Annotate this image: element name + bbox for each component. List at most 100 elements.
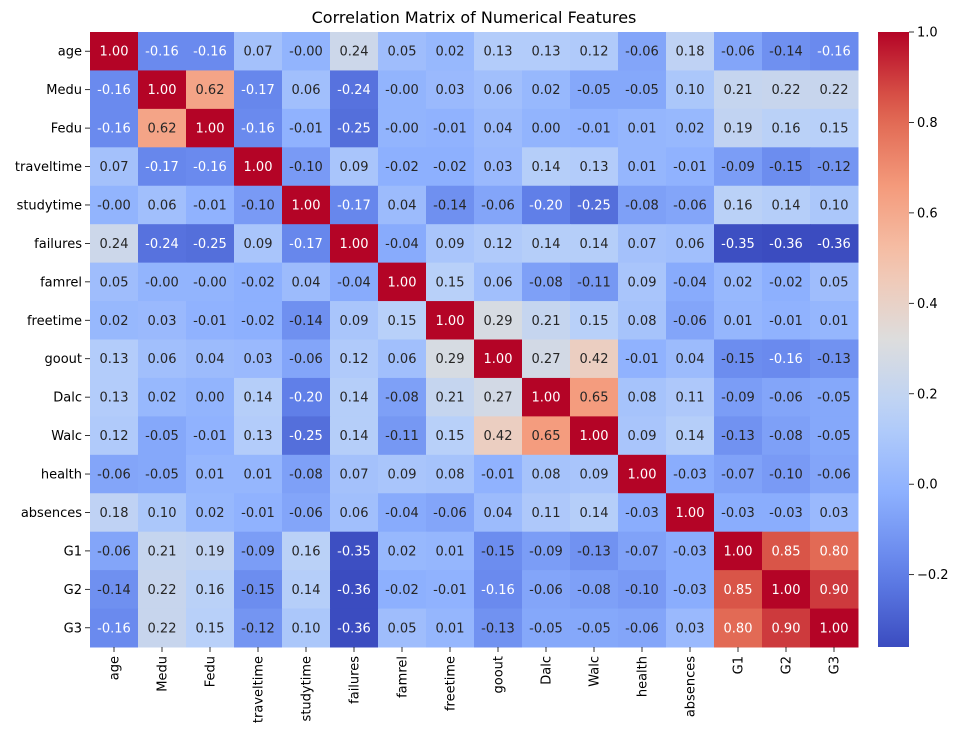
cell-label-goout-G2: -0.16 [769,352,803,367]
heatmap-cell-traveltime-age [90,147,139,187]
cell-label-traveltime-Fedu: -0.16 [193,160,227,175]
heatmap-cell-Medu-failures [330,70,379,110]
cell-label-age-absences: 0.18 [676,45,705,60]
cell-label-age-Walc: 0.12 [580,45,609,60]
heatmap-cell-freetime-failures [330,301,379,340]
heatmap-cell-absences-studytime [282,493,331,533]
cell-label-Fedu-freetime: -0.01 [433,122,467,137]
heatmap-cell-Medu-Fedu [186,70,235,110]
cell-label-age-health: -0.06 [625,45,659,60]
cell-label-Fedu-G2: 0.16 [772,122,801,137]
heatmap-cell-goout-traveltime [234,339,283,379]
colorbar-tick-label-4: 0.6 [917,206,938,221]
heatmap-cell-health-studytime [282,454,331,494]
heatmap-cell-G3-G3 [810,608,859,648]
heatmap-cell-Fedu-health [618,108,667,148]
cell-label-Medu-Dalc: 0.02 [532,83,561,98]
heatmap-cell-Medu-Walc [570,70,619,110]
heatmap-cell-goout-Dalc [522,339,571,379]
heatmap-cell-famrel-studytime [282,262,331,302]
heatmap-cell-G3-G2 [762,608,811,648]
cell-label-goout-goout: 1.00 [484,352,513,367]
heatmap-cell-G3-age [90,608,139,648]
cell-label-G3-G1: 0.80 [724,621,753,636]
cell-label-absences-G1: -0.03 [721,506,755,521]
heatmap-cell-G2-traveltime [234,570,283,610]
cell-label-Walc-goout: 0.42 [484,429,513,444]
cell-label-Fedu-age: -0.16 [97,122,131,137]
cell-label-absences-G3: 0.03 [820,506,849,521]
heatmap-cell-G2-Fedu [186,570,235,610]
cell-label-age-famrel: 0.05 [388,45,417,60]
heatmap-cell-studytime-age [90,185,139,225]
heatmap-cell-absences-G1 [714,493,763,533]
cell-label-Fedu-G3: 0.15 [820,122,849,137]
heatmap-cell-Medu-traveltime [234,70,283,110]
heatmap-cell-goout-Medu [138,339,187,379]
cell-label-failures-health: 0.07 [628,237,657,252]
cell-label-goout-age: 0.13 [100,352,129,367]
y-tick-label-Fedu: Fedu [51,122,82,137]
heatmap-cell-Medu-goout [474,70,523,110]
cell-label-G2-freetime: -0.01 [433,583,467,598]
heatmap-cell-health-famrel [378,454,427,494]
cell-label-Walc-Walc: 1.00 [580,429,609,444]
cell-label-traveltime-G2: -0.15 [769,160,803,175]
heatmap-cell-age-famrel [378,32,427,71]
heatmap-cell-goout-G2 [762,339,811,379]
cell-label-G3-absences: 0.03 [676,621,705,636]
heatmap-cell-G1-freetime [426,531,475,571]
cell-label-absences-failures: 0.06 [340,506,369,521]
cell-label-goout-freetime: 0.29 [436,352,465,367]
cell-label-goout-G3: -0.13 [817,352,851,367]
cell-label-Medu-G1: 0.21 [724,83,753,98]
heatmap-cell-Dalc-Fedu [186,377,235,417]
cell-label-G1-G3: 0.80 [820,544,849,559]
heatmap-cell-Medu-health [618,70,667,110]
heatmap-cell-G2-G1 [714,570,763,610]
heatmap-cell-goout-G3 [810,339,859,379]
cell-label-studytime-G3: 0.10 [820,198,849,213]
y-tick-label-famrel: famrel [40,275,82,290]
cell-label-G1-freetime: 0.01 [436,544,465,559]
cell-label-age-freetime: 0.02 [436,45,465,60]
heatmap-cell-G2-absences [666,570,715,610]
cell-label-G1-G2: 0.85 [772,544,801,559]
x-tick-label-Fedu: Fedu [204,656,219,687]
cell-label-Fedu-traveltime: -0.16 [241,122,275,137]
cell-label-freetime-health: 0.08 [628,314,657,329]
cell-label-health-famrel: 0.09 [388,468,417,483]
cell-label-G3-Medu: 0.22 [148,621,177,636]
cell-label-studytime-age: -0.00 [97,198,131,213]
heatmap-cell-health-G1 [714,454,763,494]
heatmap-cell-traveltime-Medu [138,147,187,187]
heatmap-cell-freetime-age [90,301,139,340]
heatmap-cell-failures-freetime [426,224,475,264]
cell-label-health-goout: -0.01 [481,468,515,483]
cell-label-G2-studytime: 0.14 [292,583,321,598]
cell-label-goout-absences: 0.04 [676,352,705,367]
heatmap-cell-G3-absences [666,608,715,648]
cell-label-freetime-age: 0.02 [100,314,129,329]
cell-label-G2-G1: 0.85 [724,583,753,598]
cell-label-absences-goout: 0.04 [484,506,513,521]
heatmap-cell-freetime-G1 [714,301,763,340]
heatmap-cell-studytime-failures [330,185,379,225]
heatmap-cell-freetime-Medu [138,301,187,340]
cell-label-absences-freetime: -0.06 [433,506,467,521]
heatmap-cell-G1-failures [330,531,379,571]
heatmap-cell-studytime-absences [666,185,715,225]
heatmap-cell-G2-G3 [810,570,859,610]
cell-label-traveltime-Medu: -0.17 [145,160,179,175]
cell-label-G2-traveltime: -0.15 [241,583,275,598]
heatmap-cell-absences-age [90,493,139,533]
cell-label-health-health: 1.00 [628,468,657,483]
cell-label-famrel-studytime: 0.04 [292,275,321,290]
cell-label-freetime-Fedu: -0.01 [193,314,227,329]
x-tick-label-absences: absences [684,656,699,717]
cell-label-studytime-failures: -0.17 [337,198,371,213]
cell-label-studytime-goout: -0.06 [481,198,515,213]
cell-label-Medu-Medu: 1.00 [148,83,177,98]
heatmap-cell-studytime-traveltime [234,185,283,225]
heatmap-cell-traveltime-goout [474,147,523,187]
